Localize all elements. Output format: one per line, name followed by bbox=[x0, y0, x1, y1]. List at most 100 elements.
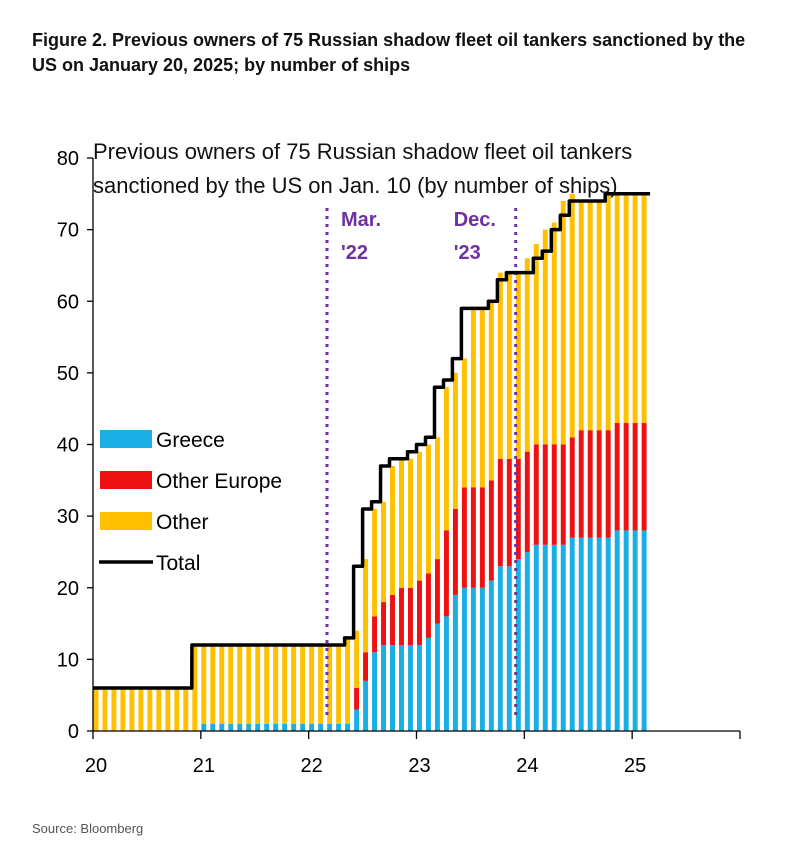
bar-other bbox=[461, 358, 467, 488]
bar-other-europe bbox=[569, 437, 575, 538]
bar-greece bbox=[614, 530, 620, 731]
bar-greece bbox=[201, 723, 207, 731]
bar-other-europe bbox=[515, 458, 521, 560]
axes-layer: 0 10 20 30 40 50 60 70 80 20 21 22 23 24 25 bbox=[57, 148, 741, 777]
bar-greece bbox=[327, 723, 333, 731]
x-tick-label: 22 bbox=[301, 755, 323, 777]
bar-other-europe bbox=[470, 487, 476, 588]
bar-greece bbox=[210, 723, 216, 731]
bar-other bbox=[596, 200, 602, 431]
bar-greece bbox=[390, 645, 395, 731]
bar-greece bbox=[542, 544, 548, 731]
bar-other bbox=[434, 437, 440, 560]
bar-greece bbox=[551, 544, 557, 731]
bar-other bbox=[255, 645, 261, 724]
annotation-label: '22 bbox=[341, 242, 368, 264]
x-tick-label: 24 bbox=[516, 755, 538, 777]
bar-other-europe bbox=[354, 688, 360, 710]
bar-other bbox=[479, 308, 485, 488]
bar-other bbox=[363, 559, 369, 653]
bar-other bbox=[183, 688, 189, 731]
bar-other-europe bbox=[434, 559, 440, 624]
bar-greece bbox=[219, 723, 225, 731]
bar-greece bbox=[578, 537, 584, 731]
bar-other bbox=[210, 645, 216, 724]
bar-other bbox=[273, 645, 279, 724]
bar-other bbox=[515, 272, 521, 459]
bar-other bbox=[452, 372, 458, 509]
legend: Greece Other Europe Other Total bbox=[99, 429, 282, 575]
bar-other-europe bbox=[372, 616, 378, 653]
bar-greece bbox=[569, 537, 575, 731]
bar-other bbox=[497, 272, 503, 459]
bar-other bbox=[506, 272, 512, 459]
legend-swatch bbox=[100, 512, 152, 530]
bar-other bbox=[551, 222, 557, 445]
bar-greece bbox=[461, 587, 467, 731]
total-line-layer bbox=[93, 192, 651, 690]
bar-other bbox=[237, 645, 243, 724]
bar-greece bbox=[623, 530, 629, 731]
bar-other bbox=[417, 451, 422, 581]
bar-other bbox=[533, 243, 539, 445]
bar-greece bbox=[524, 551, 530, 731]
bar-greece bbox=[264, 723, 270, 731]
bars-layer bbox=[93, 193, 647, 731]
bar-greece bbox=[336, 723, 342, 731]
bar-other-europe bbox=[533, 444, 539, 545]
bar-other-europe bbox=[408, 587, 413, 646]
bar-greece bbox=[515, 559, 521, 731]
bar-greece bbox=[452, 594, 458, 731]
bar-other bbox=[560, 200, 566, 445]
bar-other bbox=[201, 645, 207, 724]
chart-title: Previous owners of 75 Russian shadow fle… bbox=[93, 139, 632, 198]
bar-other bbox=[228, 645, 234, 724]
total-line bbox=[93, 192, 651, 690]
bar-other bbox=[425, 444, 431, 574]
bar-other bbox=[264, 645, 270, 724]
bar-other-europe bbox=[381, 602, 386, 646]
bar-other bbox=[138, 688, 144, 731]
legend-label: Total bbox=[156, 552, 200, 575]
bar-other bbox=[156, 688, 162, 731]
bar-other bbox=[632, 193, 638, 424]
bar-other-europe bbox=[596, 430, 602, 538]
bar-other bbox=[641, 193, 647, 424]
bar-other bbox=[354, 630, 360, 689]
x-tick-label: 25 bbox=[624, 755, 646, 777]
bar-other bbox=[399, 458, 404, 588]
bar-other bbox=[300, 645, 306, 724]
bar-greece bbox=[425, 637, 431, 731]
bar-other bbox=[569, 193, 575, 438]
bar-greece bbox=[632, 530, 638, 731]
bar-greece bbox=[560, 544, 566, 731]
bar-greece bbox=[363, 680, 369, 731]
legend-swatch bbox=[100, 430, 152, 448]
y-tick-label: 30 bbox=[57, 506, 79, 528]
bar-other-europe bbox=[542, 444, 548, 545]
bar-other bbox=[542, 229, 548, 445]
bar-other bbox=[587, 200, 593, 431]
bar-greece bbox=[309, 723, 315, 731]
bar-other bbox=[219, 645, 225, 724]
bar-other-europe bbox=[461, 487, 467, 588]
bar-other-europe bbox=[497, 458, 503, 567]
chart-title-line: sanctioned by the US on Jan. 10 (by numb… bbox=[93, 173, 618, 198]
bar-other-europe bbox=[641, 423, 647, 531]
x-tick-label: 20 bbox=[85, 755, 107, 777]
annotation-label: Mar. bbox=[341, 209, 381, 231]
annotation-label: '23 bbox=[454, 242, 481, 264]
bar-greece bbox=[372, 652, 378, 731]
bar-greece bbox=[237, 723, 243, 731]
bar-other bbox=[318, 645, 324, 724]
bar-greece bbox=[273, 723, 279, 731]
bar-greece bbox=[479, 587, 485, 731]
bar-greece bbox=[345, 723, 351, 731]
bar-other-europe bbox=[488, 480, 494, 581]
x-tick-label: 23 bbox=[408, 755, 430, 777]
bar-other bbox=[174, 688, 180, 731]
bar-greece bbox=[354, 709, 360, 731]
annotation-labels: Mar. '22 Dec. '23 bbox=[341, 209, 496, 264]
bar-other bbox=[524, 258, 530, 452]
y-tick-label: 20 bbox=[57, 578, 79, 600]
